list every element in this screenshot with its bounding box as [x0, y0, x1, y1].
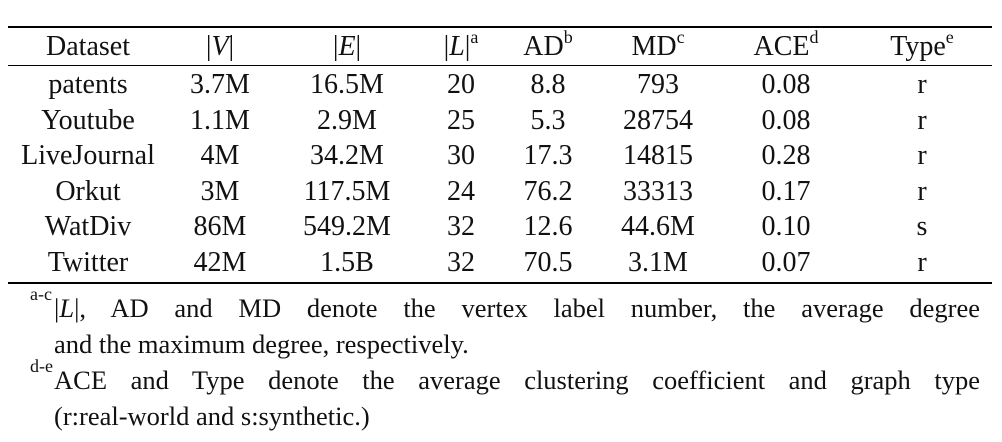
footnote-text-line: |L|, AD and MD denote the vertex label n… [54, 293, 980, 323]
cell-vertices: 3M [200, 175, 240, 207]
cell-edges: 16.5M [310, 69, 384, 100]
header-row: Dataset |V| |E| |L|a ADb MDc ACEd Typee [8, 27, 992, 66]
dataset-statistics-table: Dataset |V| |E| |L|a ADb MDc ACEd Typee … [8, 26, 992, 284]
table-row: Twitter 42M 1.5B 32 70.5 3.1M 0.07 r [8, 245, 992, 283]
cell-edges: 549.2M [303, 211, 391, 242]
footnote-text-line: (r:real-world and s:synthetic.) [54, 401, 370, 431]
header-ace: ACEd [753, 26, 819, 62]
cell-ace: 0.08 [761, 104, 811, 136]
header-dataset: Dataset [46, 31, 130, 62]
cell-vertices: 86M [193, 211, 247, 242]
cell-dataset: Twitter [47, 246, 129, 278]
header-average-degree: ADb [523, 26, 573, 62]
cell-type: r [917, 69, 927, 100]
cell-dataset: LiveJournal [21, 140, 155, 171]
footnote-text-line: and the maximum degree, respectively. [54, 329, 469, 359]
cell-max-degree: 793 [637, 69, 679, 100]
footnote-marker-d: d [809, 26, 819, 47]
cell-max-degree: 14815 [623, 140, 693, 171]
cell-edges: 1.5B [320, 246, 374, 278]
table-row: Youtube 1.1M 2.9M 25 5.3 28754 0.08 r [8, 103, 992, 139]
cell-ace: 0.07 [761, 246, 811, 278]
footnote-mark: d-e [30, 356, 53, 376]
cell-max-degree: 28754 [623, 104, 693, 136]
table-footnotes: a-c |L|, AD and MD denote the vertex lab… [30, 284, 980, 434]
cell-labels: 32 [447, 211, 475, 242]
cell-ace: 0.17 [761, 175, 811, 207]
cell-vertices: 4M [200, 140, 240, 171]
cell-type: r [917, 175, 927, 207]
footnote-d-e: d-e ACE and Type denote the average clus… [30, 356, 980, 434]
dataset-statistics-table-container: Dataset |V| |E| |L|a ADb MDc ACEd Typee … [8, 26, 992, 284]
table-body: patents 3.7M 16.5M 20 8.8 793 0.08 r Youtube 1.1M… [8, 66, 992, 283]
footnote-marker-a: a [470, 26, 479, 47]
cell-max-degree: 44.6M [621, 211, 695, 242]
cell-dataset: Youtube [41, 104, 135, 136]
cell-labels: 20 [447, 69, 475, 100]
footnote-marker-e: e [945, 26, 954, 47]
cell-edges: 34.2M [310, 140, 384, 171]
footnote-mark: a-c [30, 284, 52, 304]
cell-type: r [917, 104, 927, 136]
footnote-marker-c: c [676, 26, 685, 47]
header-type: Typee [890, 26, 954, 62]
header-edge-count: |E| [332, 31, 362, 62]
cell-ace: 0.28 [761, 140, 811, 171]
cell-avg-degree: 17.3 [523, 140, 573, 171]
cell-vertices: 1.1M [190, 104, 250, 136]
header-maximum-degree: MDc [631, 26, 685, 62]
cell-avg-degree: 5.3 [530, 104, 566, 136]
cell-avg-degree: 8.8 [530, 69, 566, 100]
cell-edges: 2.9M [317, 104, 377, 136]
table-row: patents 3.7M 16.5M 20 8.8 793 0.08 r [8, 66, 992, 103]
cell-labels: 24 [447, 175, 475, 207]
cell-vertices: 42M [193, 246, 247, 278]
cell-edges: 117.5M [303, 175, 391, 207]
table-row: WatDiv 86M 549.2M 32 12.6 44.6M 0.10 s [8, 209, 992, 245]
cell-labels: 25 [447, 104, 475, 136]
table-header: Dataset |V| |E| |L|a ADb MDc ACEd Typee [8, 27, 992, 66]
cell-ace: 0.08 [761, 69, 811, 100]
cell-dataset: patents [48, 69, 128, 100]
cell-avg-degree: 12.6 [523, 211, 573, 242]
cell-dataset: WatDiv [44, 211, 132, 242]
cell-labels: 30 [447, 140, 475, 171]
cell-avg-degree: 76.2 [523, 175, 573, 207]
cell-vertices: 3.7M [190, 69, 250, 100]
cell-labels: 32 [447, 246, 475, 278]
cell-ace: 0.10 [761, 211, 811, 242]
cell-type: r [917, 246, 927, 278]
cell-dataset: Orkut [55, 175, 121, 207]
cell-avg-degree: 70.5 [523, 246, 573, 278]
header-vertex-count: |V| [205, 31, 235, 62]
table-row: LiveJournal 4M 34.2M 30 17.3 14815 0.28 r [8, 138, 992, 174]
cell-type: r [917, 140, 927, 171]
cell-type: s [916, 211, 928, 242]
header-label-count: |L|a [443, 26, 479, 62]
footnote-text-line: ACE and Type denote the average clusteri… [54, 365, 980, 395]
cell-max-degree: 33313 [623, 175, 693, 207]
table-row: Orkut 3M 117.5M 24 76.2 33313 0.17 r [8, 174, 992, 210]
footnote-a-c: a-c |L|, AD and MD denote the vertex lab… [30, 284, 980, 362]
footnote-marker-b: b [563, 26, 573, 47]
cell-max-degree: 3.1M [628, 246, 688, 278]
